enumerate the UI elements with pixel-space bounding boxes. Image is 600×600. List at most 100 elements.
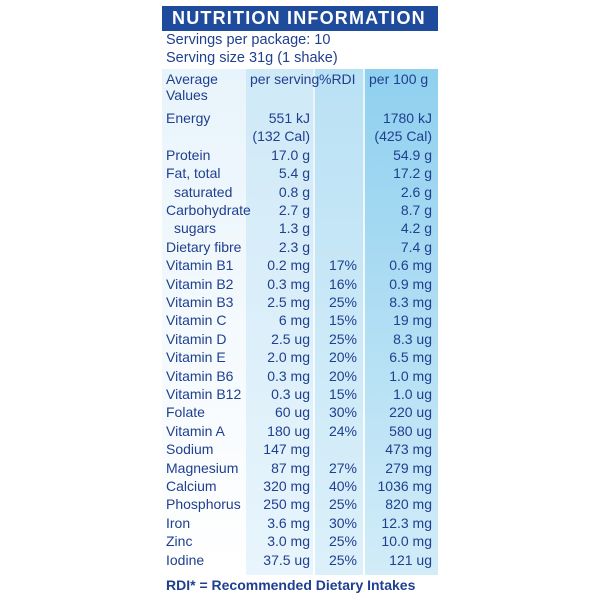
per-100g-value: 220 ug [389,404,432,421]
per-100g-value: 1036 mg [377,478,432,494]
table-row: Calcium 320 mg 40% 1036 mg [162,477,438,495]
servings-per-package: Servings per package: 10 [166,32,331,48]
per-100g-value: 2.6 g [400,183,432,200]
per-serving-value: 5.4 g [278,165,310,182]
nutrient-name: saturated [174,183,233,200]
per-serving-value: 0.3 ug [271,386,310,402]
per-100g-value: 17.2 g [393,165,432,182]
nutrition-panel: NUTRITION INFORMATION Servings per packa… [162,0,438,600]
per-serving-value: 320 mg [263,478,310,494]
per-serving-value: 0.3 mg [267,275,310,292]
rdi-footnote: RDI* = Recommended Dietary Intakes [166,577,416,593]
rdi-value: 25% [328,551,357,568]
table-row: Zinc 3.0 mg 25% 10.0 mg [162,532,438,550]
per-serving-value: 551 kJ [268,110,310,126]
table-row: Iron 3.6 mg 30% 12.3 mg [162,514,438,532]
per-100g-value: 121 ug [389,551,432,568]
per-serving-value: 6 mg [278,312,310,329]
table-row: Vitamin B3 2.5 mg 25% 8.3 mg [162,293,438,311]
per-100g-value: 7.4 g [400,238,432,255]
nutrient-name: Protein [166,146,211,163]
table-row: Vitamin B1 0.2 mg 17% 0.6 mg [162,256,438,274]
table-row: Energy 551 kJ 1780 kJ [162,109,438,127]
per-serving-value: 3.0 mg [267,533,310,550]
per-serving-value: 3.6 mg [267,514,310,531]
nutrient-name: sugars [174,220,217,237]
nutrient-name: Vitamin D [166,330,227,347]
rdi-value: 25% [328,330,357,347]
per-serving-value: 87 mg [271,459,310,476]
per-serving-value: 2.0 mg [267,349,310,366]
per-serving-value: 60 ug [274,404,310,421]
serving-size: Serving size 31g (1 shake) [166,50,338,66]
table-row: Dietary fibre 2.3 g 7.4 g [162,238,438,256]
rdi-column-bg [315,69,363,575]
nutrient-name: Sodium [166,441,214,458]
per-100g-value: (425 Cal) [374,128,432,145]
nutrient-name: Zinc [166,533,193,550]
rdi-value: 17% [328,257,357,274]
header-rdi: %RDI [319,71,356,87]
rdi-value: 27% [328,459,357,476]
rdi-value: 24% [328,422,357,439]
rdi-value: 16% [328,275,357,292]
rdi-value: 25% [328,533,357,550]
per-serving-value: 250 mg [263,496,310,513]
table-row: Folate 60 ug 30% 220 ug [162,403,438,421]
per-100g-value: 1780 kJ [382,110,432,126]
per-100g-value: 8.3 mg [389,294,432,310]
table-row: Protein 17.0 g 54.9 g [162,146,438,164]
nutrient-name: Vitamin B3 [166,294,234,310]
per-serving-value: 2.7 g [278,202,310,218]
nutrient-name: Folate [166,404,205,421]
table-row: Vitamin D 2.5 ug 25% 8.3 ug [162,330,438,348]
per-serving-value: 180 ug [267,422,310,439]
rdi-value: 15% [328,386,357,402]
rdi-value: 25% [328,294,357,310]
per-serving-value: 0.3 mg [267,367,310,384]
rdi-value: 30% [328,404,357,421]
header-values: Values [166,87,208,103]
per-100g-value: 10.0 mg [381,533,432,550]
per-100g-value: 0.6 mg [389,257,432,274]
rdi-value: 30% [328,514,357,531]
nutrient-name: Vitamin B12 [166,386,242,402]
per-serving-value: 37.5 ug [263,551,310,568]
rdi-value: 15% [328,312,357,329]
table-row: Carbohydrate 2.7 g 8.7 g [162,201,438,219]
per-100g-value: 4.2 g [400,220,432,237]
per-100g-value: 279 mg [385,459,432,476]
table-row: (132 Cal) (425 Cal) [162,127,438,145]
nutrient-name: Vitamin B2 [166,275,234,292]
nutrient-name: Calcium [166,478,217,494]
per-serving-value: 2.5 ug [271,330,310,347]
per-serving-value: 0.2 mg [267,257,310,274]
nutrient-name: Vitamin B6 [166,367,234,384]
nutrient-name: Vitamin C [166,312,227,329]
per-100g-column-bg [365,69,438,575]
per-serving-value: 2.3 g [278,238,310,255]
nutrient-name: Vitamin A [166,422,225,439]
per-serving-value: 17.0 g [271,146,310,163]
per-serving-value: 0.8 g [278,183,310,200]
nutrient-name: Carbohydrate [166,202,251,218]
per-100g-value: 820 mg [385,496,432,513]
header-per-serving: per serving [250,71,320,87]
per-serving-value: 147 mg [263,441,310,458]
per-serving-value: 2.5 mg [267,294,310,310]
nutrient-name: Phosphorus [166,496,241,513]
rdi-value: 25% [328,496,357,513]
nutrient-name: Magnesium [166,459,239,476]
table-row: Phosphorus 250 mg 25% 820 mg [162,495,438,513]
per-100g-value: 54.9 g [393,146,432,163]
table-row: Iodine 37.5 ug 25% 121 ug [162,551,438,569]
nutrient-name: Dietary fibre [166,238,242,255]
table-row: Vitamin B2 0.3 mg 16% 0.9 mg [162,275,438,293]
nutrient-name: Iron [166,514,191,531]
rdi-value: 20% [328,349,357,366]
nutrition-table: Average Values per serving %RDI per 100 … [162,69,438,575]
table-row: Sodium 147 mg 473 mg [162,440,438,458]
table-row: Fat, total 5.4 g 17.2 g [162,164,438,182]
table-row: Vitamin B6 0.3 mg 20% 1.0 mg [162,367,438,385]
per-100g-value: 8.7 g [400,202,432,218]
